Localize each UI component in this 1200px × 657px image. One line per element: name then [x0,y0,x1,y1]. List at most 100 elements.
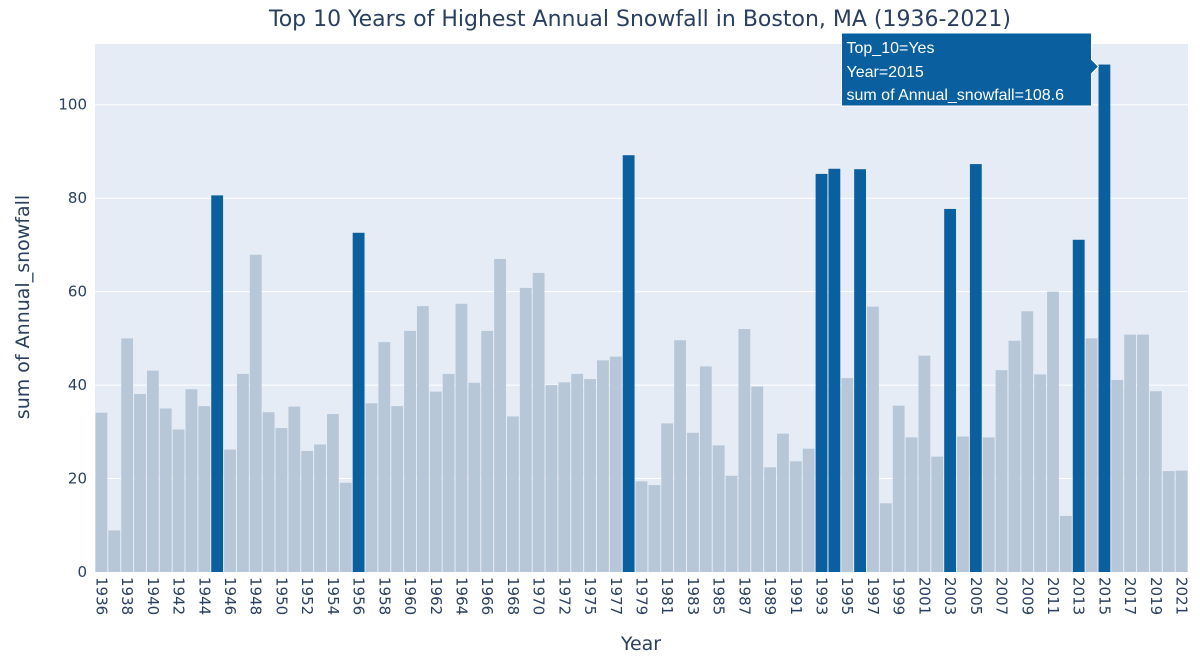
bar[interactable] [532,272,545,572]
x-tick-label: 1964 [453,577,471,615]
bar-top10[interactable] [1072,239,1085,572]
bar[interactable] [879,503,892,572]
bar[interactable] [1137,334,1149,572]
bar[interactable] [339,482,352,572]
bar[interactable] [1059,515,1072,572]
bar[interactable] [648,485,661,572]
x-tick-label: 1960 [401,577,419,615]
bar[interactable] [1175,470,1188,572]
bar[interactable] [224,449,236,572]
bar[interactable] [314,444,326,572]
bar[interactable] [918,355,931,572]
bar[interactable] [571,373,584,572]
bar[interactable] [892,405,905,572]
bar[interactable] [687,432,699,572]
bar-top10[interactable] [815,173,828,572]
x-tick-label: 2009 [1018,577,1036,615]
bar[interactable] [494,258,506,572]
y-tick-label: 100 [58,96,87,114]
bar[interactable] [95,412,108,572]
bar[interactable] [468,382,481,572]
bar[interactable] [982,437,995,572]
x-axis-title: Year [620,633,661,655]
bar[interactable] [841,378,854,572]
bar[interactable] [1034,374,1047,572]
bar[interactable] [365,403,378,572]
bar[interactable] [995,370,1008,572]
bar[interactable] [134,393,146,572]
bar[interactable] [159,408,172,572]
bar[interactable] [597,360,609,572]
bar[interactable] [1047,291,1059,572]
bar[interactable] [764,467,776,572]
x-tick-label: 1975 [581,577,599,615]
bar[interactable] [1008,340,1021,572]
bar[interactable] [1021,311,1034,572]
bar[interactable] [931,456,944,572]
bar[interactable] [378,342,391,572]
bar[interactable] [609,356,622,572]
bar-top10[interactable] [352,232,365,572]
bar[interactable] [391,406,404,572]
bar[interactable] [905,437,918,572]
bar[interactable] [789,461,802,572]
x-tick-label: 1983 [684,577,702,615]
bar[interactable] [712,445,725,572]
bar[interactable] [507,416,519,572]
bar[interactable] [172,429,185,572]
hover-tooltip: Top_10=Yes Year=2015 sum of Annual_snowf… [841,32,1100,107]
bar[interactable] [802,448,815,572]
bar[interactable] [545,385,558,572]
bar[interactable] [1162,471,1175,572]
bar[interactable] [519,287,532,572]
bar[interactable] [674,340,686,572]
bar[interactable] [236,373,249,572]
bar-top10[interactable] [969,164,982,572]
bar[interactable] [777,433,789,572]
x-tick-label: 2003 [941,577,959,615]
bar-top10[interactable] [1098,64,1111,572]
bar[interactable] [275,428,288,572]
bar-top10[interactable] [828,168,841,572]
bar[interactable] [404,330,416,572]
y-axis-title: sum of Annual_snowfall [12,195,34,419]
bar[interactable] [416,306,429,572]
bar[interactable] [326,414,339,572]
bar[interactable] [584,379,596,572]
bar[interactable] [751,386,764,573]
bar[interactable] [301,450,314,572]
x-tick-label: 1997 [864,577,882,615]
bar[interactable] [1124,334,1137,572]
x-tick-label: 1958 [375,577,393,615]
bar[interactable] [957,436,969,573]
bar[interactable] [108,530,121,572]
bar[interactable] [262,412,275,572]
bar[interactable] [288,406,301,572]
bar[interactable] [442,373,455,572]
bar[interactable] [429,391,442,572]
bar[interactable] [867,306,879,572]
bar[interactable] [1085,338,1098,572]
bar[interactable] [635,481,648,572]
bar[interactable] [661,423,674,572]
bar[interactable] [481,330,494,572]
bar[interactable] [699,366,712,572]
bar[interactable] [121,338,134,572]
bar[interactable] [249,254,262,573]
x-tick-label: 1950 [273,577,291,615]
x-tick-label: 1972 [555,577,573,615]
x-tick-label: 1942 [170,577,188,615]
bar[interactable] [146,370,159,572]
bar[interactable] [198,406,211,572]
bar-top10[interactable] [622,155,635,572]
bar[interactable] [185,389,198,572]
bar-top10[interactable] [854,169,867,572]
bar[interactable] [725,475,738,572]
bar-top10[interactable] [211,195,224,572]
bar[interactable] [455,303,468,572]
bar[interactable] [738,329,751,572]
bar[interactable] [1111,379,1124,572]
bar[interactable] [1149,391,1162,572]
bar-top10[interactable] [944,208,957,572]
bar[interactable] [558,382,571,572]
